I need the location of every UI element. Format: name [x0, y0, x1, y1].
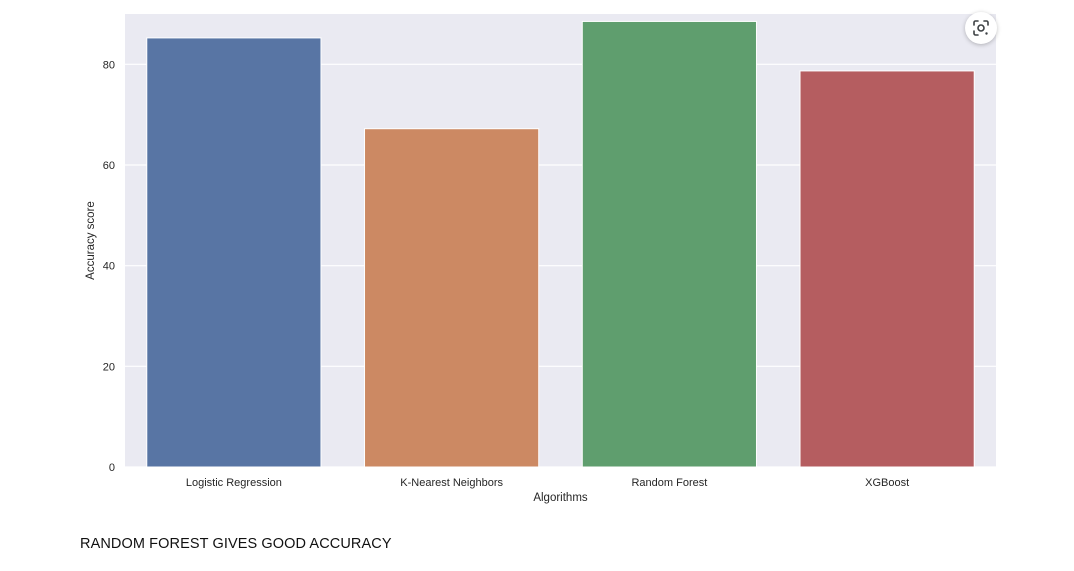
y-tick-label: 80 [103, 59, 115, 71]
y-tick-label: 20 [103, 361, 115, 373]
y-axis-label: Accuracy score [85, 201, 97, 280]
lens-search-button[interactable] [965, 12, 997, 44]
bar-chart: 0 20 40 60 80 Logistic Regression K-Nearest N… [85, 14, 996, 504]
y-tick-label: 0 [109, 462, 115, 474]
bar-k-nearest-neighbors [364, 128, 540, 468]
x-tick-label: XGBoost [865, 477, 909, 489]
bar-xgboost [799, 70, 975, 468]
y-tick-label: 40 [103, 261, 115, 273]
bars [146, 20, 975, 468]
y-tick-label: 60 [103, 160, 115, 172]
y-tick-labels: 0 20 40 60 80 [103, 59, 115, 474]
bar-random-forest [581, 20, 757, 468]
x-tick-label: Random Forest [631, 477, 707, 489]
x-tick-labels: Logistic Regression K-Nearest Neighbors Ra… [186, 477, 909, 489]
x-tick-label: Logistic Regression [186, 477, 282, 489]
caption-text: RANDOM FOREST GIVES GOOD ACCURACY [80, 536, 392, 552]
bar-logistic-regression [146, 37, 322, 468]
x-tick-label: K-Nearest Neighbors [400, 477, 503, 489]
x-axis-label: Algorithms [533, 492, 588, 504]
google-lens-icon [973, 20, 989, 36]
